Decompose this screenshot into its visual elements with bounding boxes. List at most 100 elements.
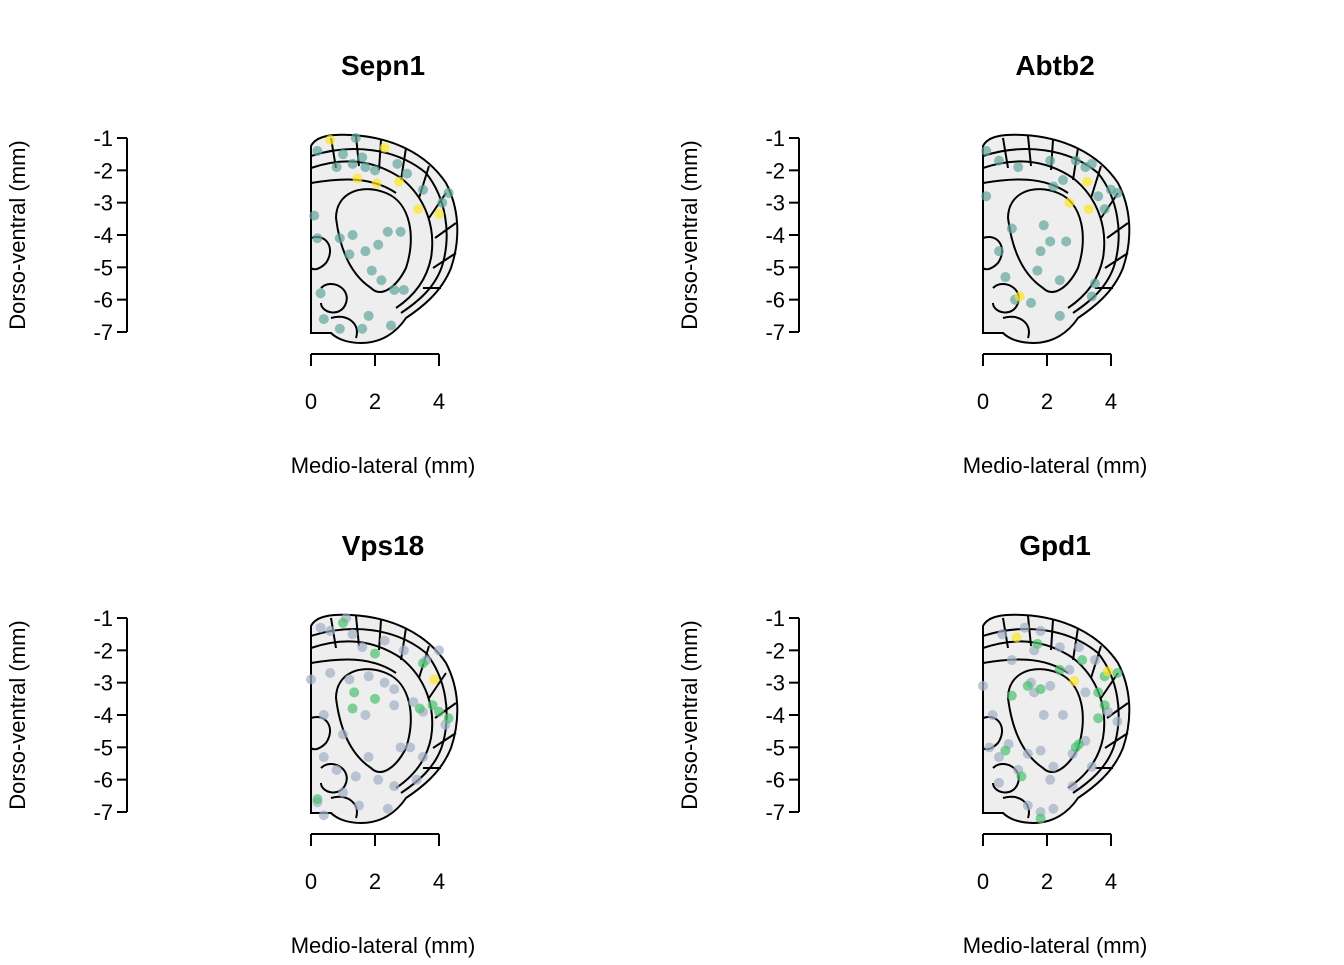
y-tick-label: -5 [765,735,785,760]
point [427,700,438,711]
point [1074,642,1084,653]
point [443,713,454,724]
point [987,710,998,720]
chart-title: Vps18 [342,530,425,561]
point [994,155,1004,166]
point [360,710,371,720]
point [1086,291,1097,302]
point [1099,204,1110,215]
point [1070,742,1081,753]
point [1048,803,1059,814]
point [1035,625,1046,636]
point [360,162,371,173]
point [1006,223,1017,234]
point [418,658,428,669]
point [1032,265,1043,276]
point [334,233,345,244]
point [1011,632,1022,643]
point [1045,680,1056,691]
point [315,288,326,299]
point [312,794,323,805]
point [1082,176,1092,187]
x-tick-label: 2 [369,389,381,414]
point [389,684,400,695]
point [981,191,992,202]
y-tick-label: -3 [93,191,113,216]
point [1112,716,1123,727]
point [325,625,336,636]
point [398,645,409,656]
point [1086,761,1097,772]
point [1069,676,1080,687]
x-axis-label: Medio-lateral (mm) [963,933,1148,958]
point [1045,155,1056,166]
point [1048,761,1059,772]
point [349,687,360,698]
point [344,674,355,685]
point [1016,771,1027,782]
x-tick-label: 4 [1105,869,1117,894]
y-axis-label: Dorso-ventral (mm) [677,620,702,809]
point [1013,162,1024,173]
y-tick-label: -5 [93,255,113,280]
point [363,752,374,763]
y-tick-label: -3 [765,671,785,696]
x-tick-label: 0 [305,389,317,414]
y-tick-label: -6 [93,288,113,313]
point [373,239,384,250]
point [1035,745,1046,756]
point [405,742,416,753]
point [371,178,382,189]
point [1035,684,1046,695]
x-tick-label: 2 [1041,389,1053,414]
point [395,226,406,237]
point [1102,666,1113,677]
point [402,168,412,179]
y-tick-label: -5 [765,255,785,280]
y-tick-label: -3 [765,191,785,216]
point [1019,622,1030,633]
brain-outline [310,613,459,824]
point [994,752,1004,763]
x-tick-label: 0 [305,869,317,894]
y-tick-label: -3 [93,671,113,696]
point [981,145,992,156]
point [434,645,444,656]
point [413,204,424,215]
y-tick-label: -1 [765,606,785,631]
x-tick-label: 2 [1041,869,1053,894]
x-axis-label: Medio-lateral (mm) [291,933,476,958]
point [429,674,440,685]
y-tick-label: -7 [93,320,113,345]
point [334,323,345,334]
point [994,246,1004,257]
y-tick-label: -6 [765,768,785,793]
x-tick-label: 4 [433,869,445,894]
point [1061,236,1072,247]
point [1022,748,1033,759]
point [1006,655,1017,666]
point [350,771,361,782]
point [1112,667,1123,678]
point [411,774,422,785]
point [1093,713,1104,724]
point [1038,220,1049,231]
y-tick-label: -4 [765,223,785,248]
point [1022,680,1033,691]
point [1054,642,1065,653]
point [1038,710,1049,720]
point [389,700,400,711]
point [437,197,448,208]
point [360,246,371,257]
y-axis-label: Dorso-ventral (mm) [5,620,30,809]
point [1006,690,1017,701]
point [1090,278,1100,289]
y-tick-label: -1 [765,126,785,151]
point [325,667,336,678]
point [379,635,390,646]
point [984,742,995,753]
x-axis-label: Medio-lateral (mm) [963,453,1148,478]
y-tick-label: -7 [765,800,785,825]
point [382,803,393,814]
